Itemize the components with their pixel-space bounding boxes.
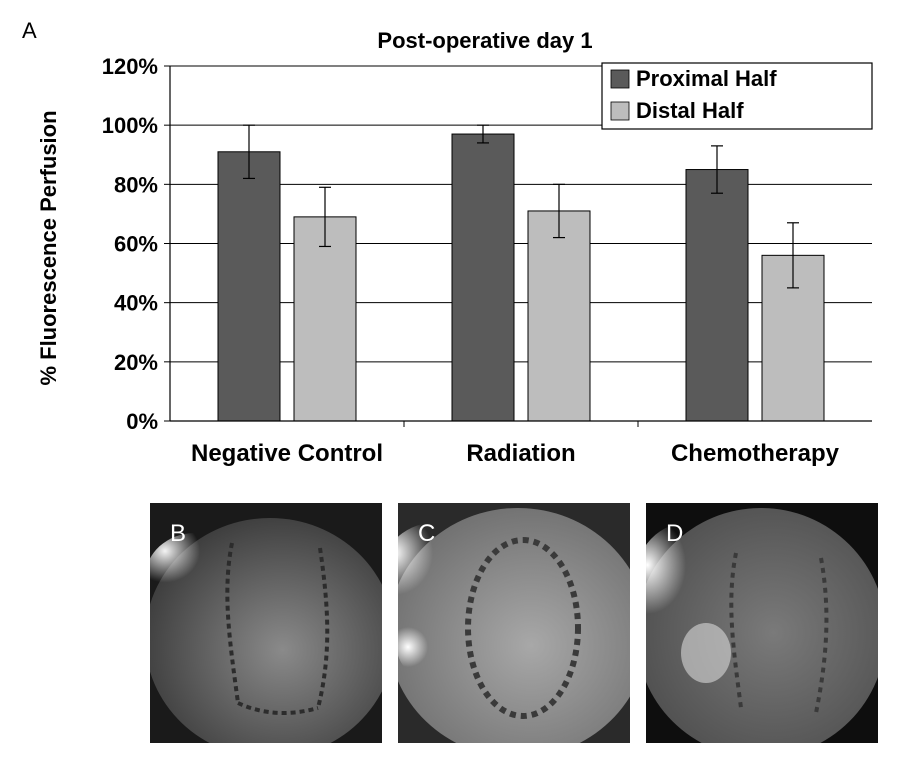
panel-label-c: C	[418, 520, 435, 547]
ticks-layer: 0% 20% 40% 60% 80% 100% 120% Negative Control Ra…	[102, 54, 872, 467]
x-tick-label: Negative Control	[191, 440, 383, 467]
fluorescence-image-c: C	[398, 503, 630, 743]
fluorescence-image-radiation-icon: C	[398, 503, 630, 743]
legend-label-proximal: Proximal Half	[636, 66, 777, 91]
fluorescence-image-negative-control-icon: B	[150, 503, 382, 743]
bar-proximal-2	[685, 169, 749, 422]
bars-layer	[217, 124, 825, 422]
y-tick-label: 60%	[114, 232, 158, 257]
legend-label-distal: Distal Half	[636, 98, 744, 123]
bar-distal-1	[527, 210, 591, 422]
legend-swatch-proximal	[610, 69, 630, 89]
panel-label-b: B	[170, 520, 186, 547]
y-tick-label: 20%	[114, 350, 158, 375]
legend: Proximal Half Distal Half	[601, 62, 873, 130]
panel-label-d: D	[666, 520, 683, 547]
bar-chart: Post-operative day 1 % Fluorescence Perf…	[36, 28, 873, 467]
y-tick-label: 120%	[102, 54, 158, 79]
y-axis-label: % Fluorescence Perfusion	[36, 110, 61, 385]
y-tick-label: 100%	[102, 113, 158, 138]
fluorescence-image-b: B	[150, 503, 382, 743]
bar-proximal-1	[451, 133, 515, 422]
fluorescence-image-d: D	[646, 503, 878, 743]
bar-distal-0	[293, 216, 357, 422]
x-tick-label: Radiation	[466, 440, 575, 467]
y-tick-label: 40%	[114, 291, 158, 316]
legend-swatch-distal	[610, 101, 630, 121]
chart-title: Post-operative day 1	[377, 28, 592, 53]
bar-proximal-0	[217, 151, 281, 422]
legend-box	[601, 62, 873, 130]
panel-label-a: A	[22, 18, 37, 43]
y-tick-label: 80%	[114, 172, 158, 197]
fluorescence-image-chemotherapy-icon: D	[646, 503, 878, 743]
y-tick-label: 0%	[126, 409, 158, 434]
x-tick-label: Chemotherapy	[671, 440, 840, 467]
